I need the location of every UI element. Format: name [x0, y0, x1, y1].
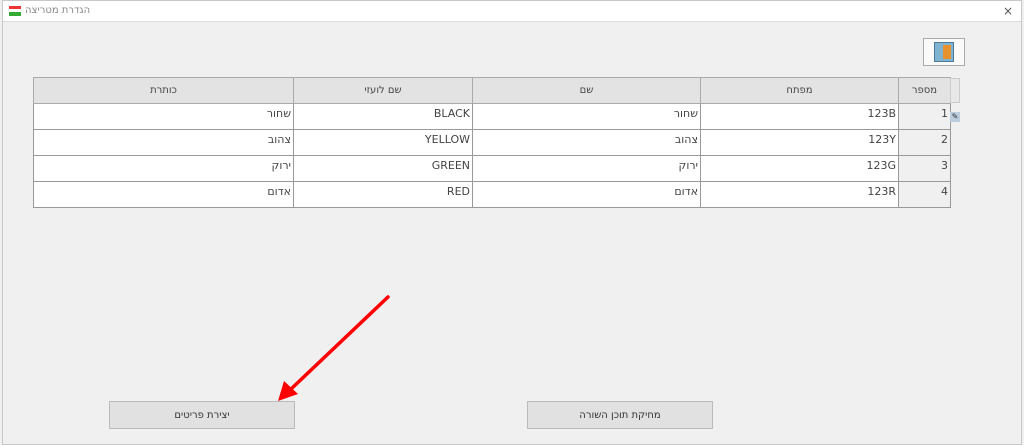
cell-title[interactable]: צהוב: [33, 129, 294, 156]
app-icon: [9, 6, 21, 16]
scrollbar[interactable]: [950, 78, 960, 103]
cell-number[interactable]: 2: [898, 129, 951, 156]
header-key[interactable]: מפתח: [700, 77, 899, 104]
cell-foreign-name[interactable]: GREEN: [293, 155, 473, 182]
cell-number[interactable]: 3: [898, 155, 951, 182]
edit-pencil-icon: ✎: [950, 112, 960, 122]
cell-title[interactable]: ירוק: [33, 155, 294, 182]
window-title: הגדרת מטריצה: [25, 5, 91, 16]
table-row[interactable]: 2 123Y צהוב YELLOW צהוב: [33, 129, 951, 156]
cell-number[interactable]: 1: [898, 103, 951, 130]
exit-door-icon: [934, 42, 954, 62]
cell-name[interactable]: שחור: [472, 103, 701, 130]
exit-button[interactable]: [923, 38, 965, 66]
cell-foreign-name[interactable]: YELLOW: [293, 129, 473, 156]
header-number[interactable]: מספר: [898, 77, 951, 104]
delete-row-content-button[interactable]: מחיקת תוכן השורה: [527, 401, 713, 429]
header-foreign-name[interactable]: שם לועזי: [293, 77, 473, 104]
cell-foreign-name[interactable]: BLACK: [293, 103, 473, 130]
cell-key[interactable]: 123R: [700, 181, 899, 208]
header-name[interactable]: שם: [472, 77, 701, 104]
cell-number[interactable]: 4: [898, 181, 951, 208]
cell-name[interactable]: אדום: [472, 181, 701, 208]
cell-key[interactable]: 123G: [700, 155, 899, 182]
table-row[interactable]: 4 123R אדום RED אדום: [33, 181, 951, 208]
matrix-table: מספר מפתח שם שם לועזי כותרת 1 123B שחור BLA…: [33, 77, 951, 208]
table-row[interactable]: 3 123G ירוק GREEN ירוק: [33, 155, 951, 182]
cell-name[interactable]: צהוב: [472, 129, 701, 156]
table-row[interactable]: 1 123B שחור BLACK שחור: [33, 103, 951, 130]
close-button[interactable]: ×: [1002, 4, 1013, 18]
cell-title[interactable]: אדום: [33, 181, 294, 208]
cell-name[interactable]: ירוק: [472, 155, 701, 182]
title-bar: הגדרת מטריצה ×: [3, 1, 1021, 22]
create-items-button[interactable]: יצירת פריטים: [109, 401, 295, 429]
cell-foreign-name[interactable]: RED: [293, 181, 473, 208]
